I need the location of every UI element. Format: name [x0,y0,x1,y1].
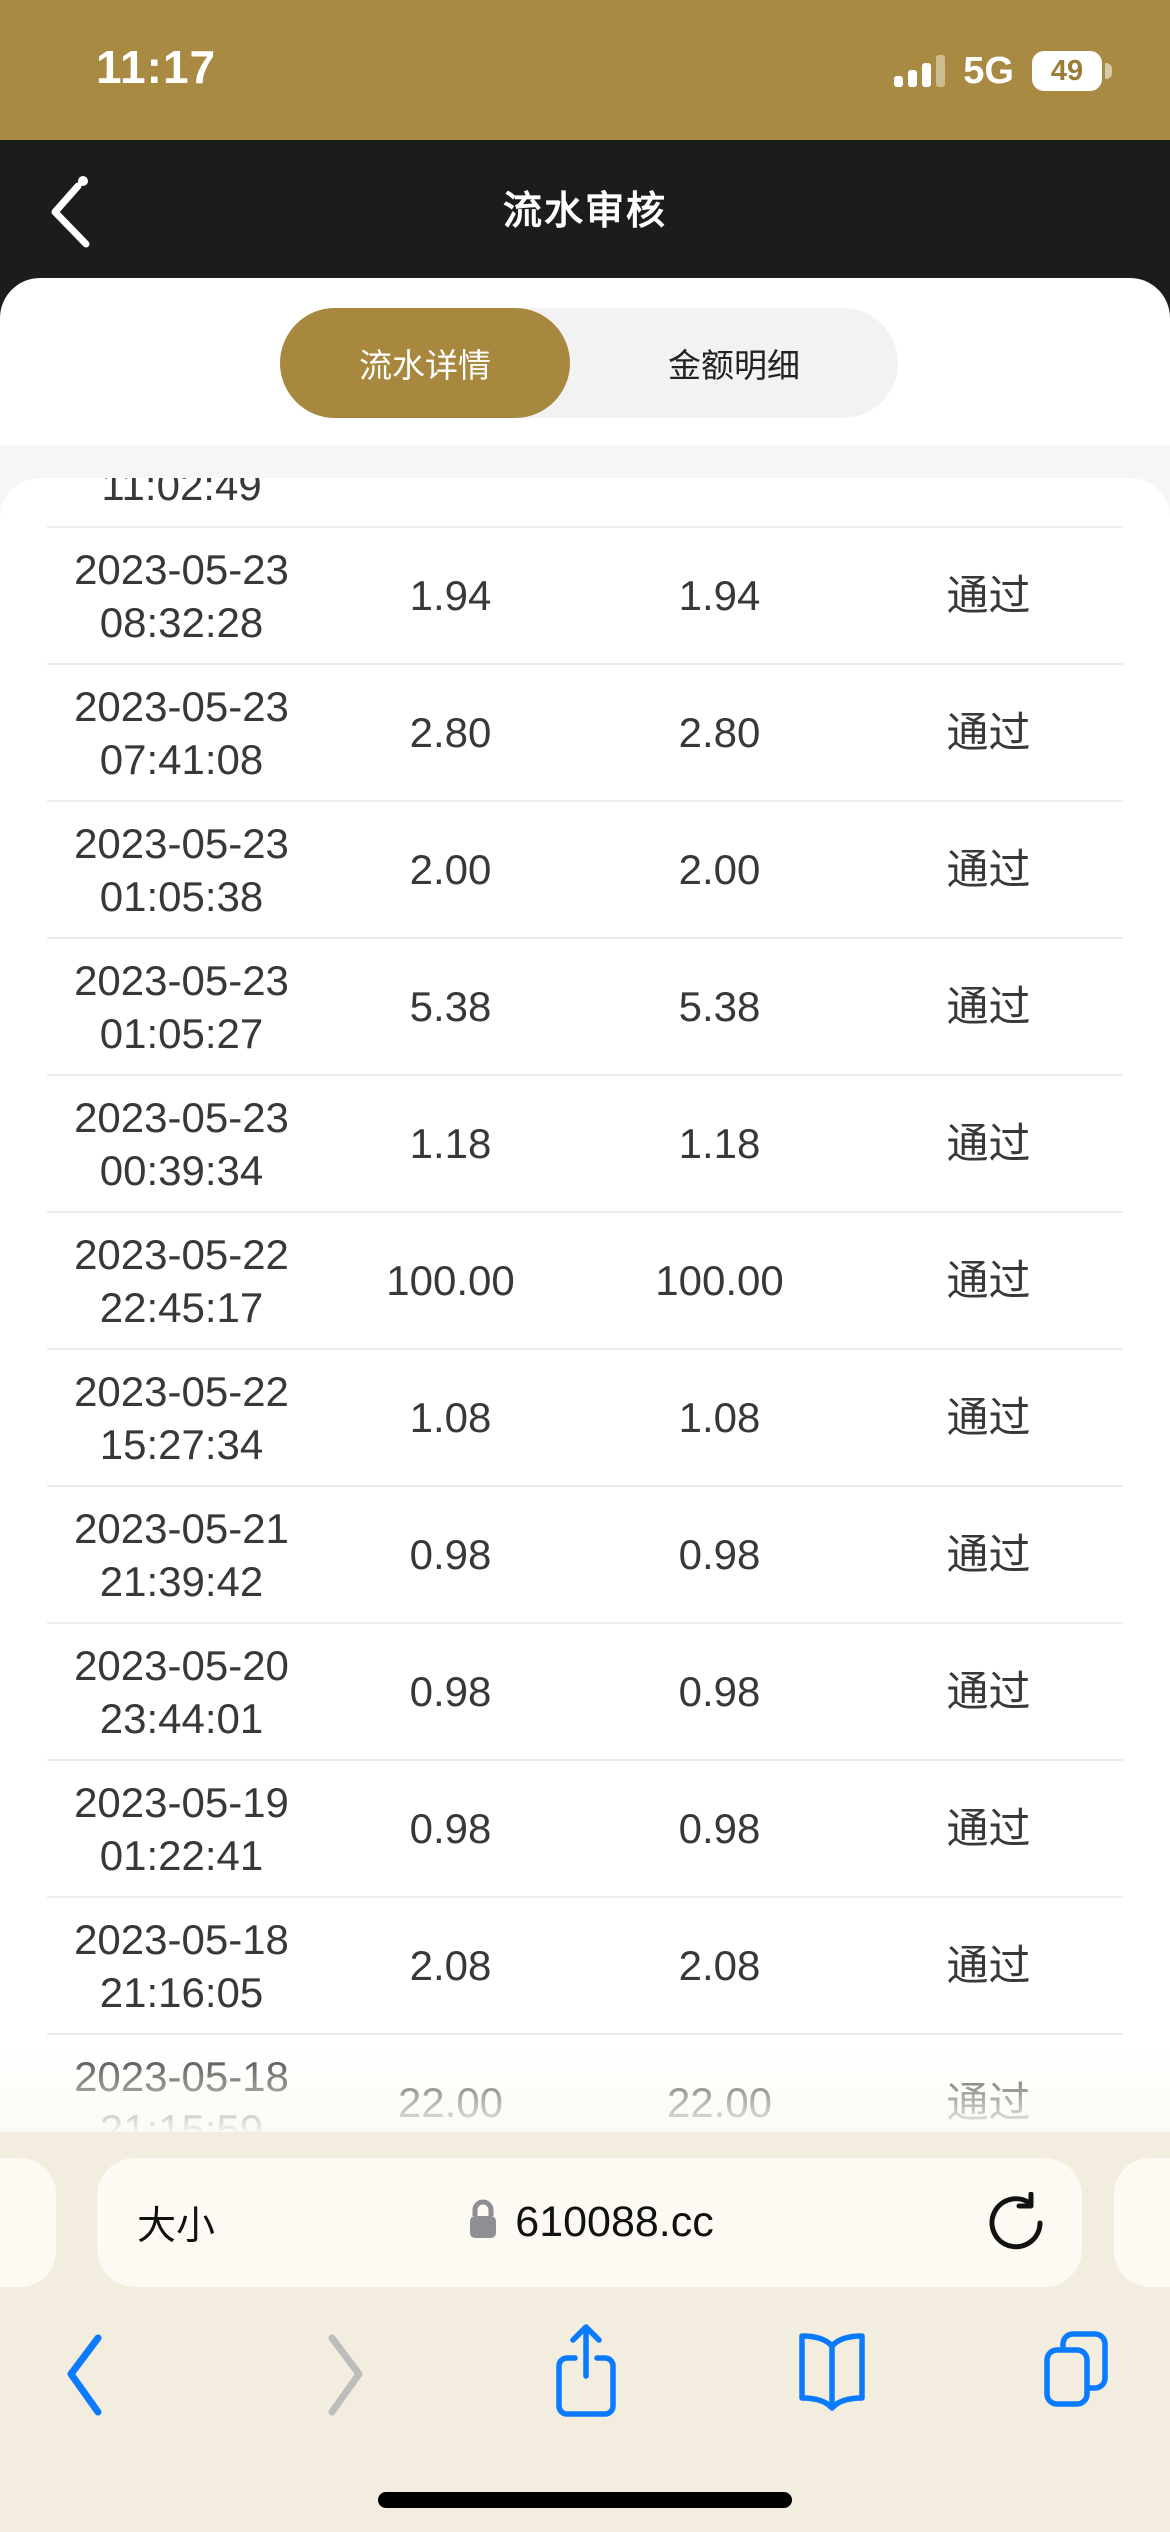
previous-tab-stub[interactable] [0,2158,56,2287]
browser-forward-icon [287,2334,397,2434]
cell-amount1: 5.38 [409,983,492,1030]
page-title: 流水审核 [502,190,667,233]
cell-datetime: 2023-05-22 15:27:34 [74,1367,289,1468]
cell-status: 通过 [946,1257,1031,1304]
browser-back-button[interactable] [33,2320,143,2430]
cell-amount1: 1.94 [409,572,492,619]
table-row: 2023-05-23 01:05:27 5.38 5.38 通过 [47,939,1123,1076]
cell-amount1: 1.18 [409,1120,492,1167]
next-tab-stub[interactable] [1114,2158,1170,2287]
cell-amount1: 22.00 [397,2079,504,2126]
cell-status: 通过 [946,1120,1031,1167]
open-book-icon [777,2333,887,2434]
table-row: 2023-05-23 01:05:38 2.00 2.00 通过 [47,802,1123,939]
share-icon [531,2324,641,2434]
cell-amount1: 2.08 [409,1942,492,1989]
battery-icon: 49 [1032,51,1118,91]
cell-amount1: 0.98 [409,1668,492,1715]
segmented-control: 流水详情 金额明细 [280,308,898,418]
table-row: 2023-05-20 23:44:01 0.98 0.98 通过 [47,1624,1123,1761]
status-icons: 5G 49 [894,48,1118,94]
table-row: 2023-05-18 21:16:05 2.08 2.08 通过 [47,1898,1123,2035]
reload-icon [988,2191,1050,2258]
back-button[interactable] [40,170,110,260]
table-row: 2023-05-19 01:22:41 0.98 0.98 通过 [47,1761,1123,1898]
cell-status: 通过 [946,572,1031,619]
cell-status: 通过 [946,1805,1031,1852]
cell-status: 通过 [946,1942,1031,1989]
table-row: 2023-05-23 00:39:34 1.18 1.18 通过 [47,1076,1123,1213]
cell-datetime: 2023-05-23 07:41:08 [74,682,289,783]
signal-strength-icon [894,55,946,87]
table-row: 2023-05-23 08:32:28 1.94 1.94 通过 [47,528,1123,665]
cell-status: 通过 [946,1531,1031,1578]
cell-amount2: 2.08 [678,1942,761,1989]
back-chevron-icon [40,176,110,264]
cell-status: 通过 [946,1668,1031,1715]
cell-status: 通过 [946,1394,1031,1441]
cell-amount1: 1.08 [409,1394,492,1441]
tabs-button[interactable] [1025,2320,1135,2430]
cell-amount2: 100.00 [655,1257,784,1304]
cell-datetime: 2023-05-20 23:44:01 [74,1641,289,1742]
cell-datetime: 2023-05-23 01:05:27 [74,956,289,1057]
address-bar[interactable]: 大小 610088.cc [97,2158,1082,2287]
status-time: 11:17 [96,41,217,93]
cell-status: 通过 [946,983,1031,1030]
browser-back-icon [33,2334,143,2434]
font-size-button[interactable]: 大小 [137,2204,216,2248]
browser-bottom-bar: 大小 610088.cc [0,2132,1170,2532]
tab-section: 流水详情 金额明细 [0,278,1170,445]
table-row: 2023-05-23 07:41:08 2.80 2.80 通过 [47,665,1123,802]
cell-datetime: 11:02:49 [101,478,262,509]
browser-forward-button[interactable] [287,2320,397,2430]
url-text: 610088.cc [515,2198,714,2246]
battery-percent: 49 [1050,54,1084,87]
cell-status: 通过 [946,2079,1031,2126]
network-type-label: 5G [963,49,1014,92]
cell-amount1: 0.98 [409,1805,492,1852]
share-button[interactable] [531,2320,641,2430]
cell-amount2: 1.94 [678,572,761,619]
lock-icon [465,2196,501,2249]
tabs-icon [1025,2331,1135,2434]
cell-status: 通过 [946,846,1031,893]
table-row: 2023-05-22 15:27:34 1.08 1.08 通过 [47,1350,1123,1487]
cell-amount2: 1.18 [678,1120,761,1167]
bookmarks-button[interactable] [777,2320,887,2430]
flow-table-card: 11:02:49 2023-05-23 08:32:28 1.94 1.94 通… [0,478,1170,2132]
flow-table: 11:02:49 2023-05-23 08:32:28 1.94 1.94 通… [0,478,1170,2132]
cell-amount2: 0.98 [678,1668,761,1715]
cell-datetime: 2023-05-18 21:15:59 [74,2052,289,2133]
tab-flow-details[interactable]: 流水详情 [280,308,570,418]
table-row: 2023-05-18 21:15:59 22.00 22.00 通过 [47,2035,1123,2133]
reload-button[interactable] [988,2191,1050,2254]
cell-amount2: 5.38 [678,983,761,1030]
cell-amount2: 1.08 [678,1394,761,1441]
cell-amount2: 2.80 [678,709,761,756]
cell-amount1: 0.98 [409,1531,492,1578]
cell-datetime: 2023-05-23 00:39:34 [74,1093,289,1194]
cell-amount2: 0.98 [678,1531,761,1578]
table-row-partial: 11:02:49 [47,478,1123,528]
cell-datetime: 2023-05-18 21:16:05 [74,1915,289,2016]
cell-datetime: 2023-05-21 21:39:42 [74,1504,289,1605]
cell-amount1: 2.00 [409,846,492,893]
cell-datetime: 2023-05-23 08:32:28 [74,545,289,646]
table-row: 2023-05-21 21:39:42 0.98 0.98 通过 [47,1487,1123,1624]
cell-amount1: 100.00 [386,1257,515,1304]
cell-amount2: 0.98 [678,1805,761,1852]
home-indicator[interactable] [378,2492,792,2508]
status-bar: 11:17 5G 49 [0,0,1170,140]
cell-datetime: 2023-05-22 22:45:17 [74,1230,289,1331]
cell-amount2: 2.00 [678,846,761,893]
cell-datetime: 2023-05-23 01:05:38 [74,819,289,920]
cell-amount2: 22.00 [666,2079,773,2126]
cell-status: 通过 [946,709,1031,756]
cell-datetime: 2023-05-19 01:22:41 [74,1778,289,1879]
browser-toolbar [0,2320,1170,2430]
tab-amount-details[interactable]: 金额明细 [668,347,800,384]
cell-amount1: 2.80 [409,709,492,756]
table-row: 2023-05-22 22:45:17 100.00 100.00 通过 [47,1213,1123,1350]
